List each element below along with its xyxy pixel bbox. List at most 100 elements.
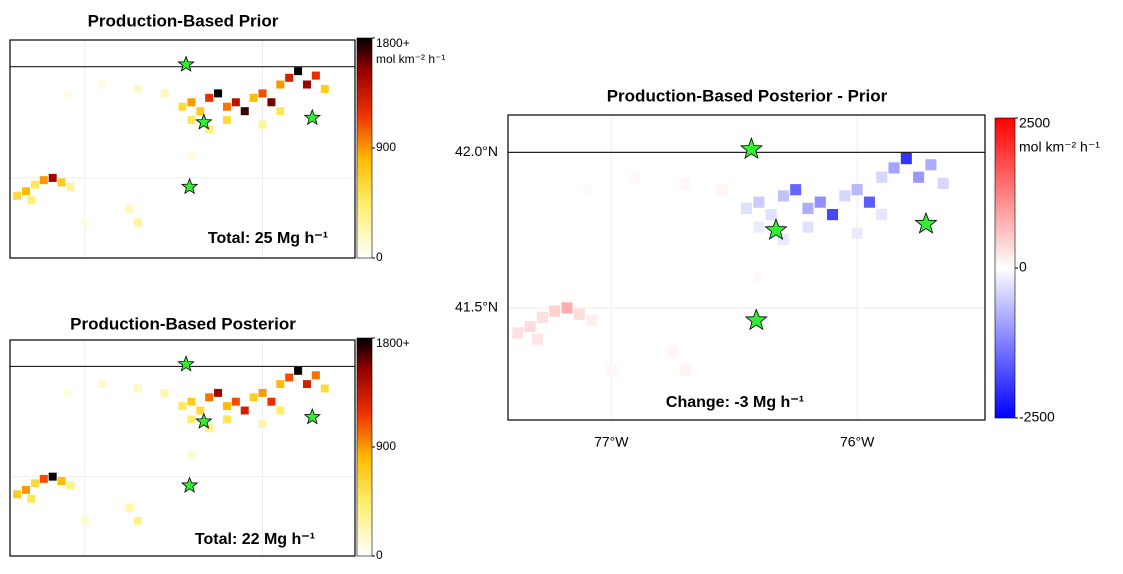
cell: [814, 196, 826, 208]
cell: [888, 162, 900, 174]
cell: [630, 171, 642, 183]
cell: [276, 80, 285, 89]
cell: [57, 477, 66, 486]
cell: [57, 178, 66, 187]
cell: [62, 388, 71, 397]
cell: [285, 373, 294, 382]
cell: [205, 393, 214, 402]
cell: [258, 89, 267, 98]
cell: [863, 196, 875, 208]
cell: [925, 159, 937, 171]
map-frame: [507, 114, 986, 421]
cell: [876, 208, 888, 221]
colorbar: [994, 117, 1016, 419]
cell: [27, 494, 36, 503]
cell: [716, 184, 728, 196]
cell: [214, 89, 223, 98]
cell: [66, 481, 75, 490]
cell: [876, 171, 888, 183]
colorbar-tick-label: 0: [376, 250, 383, 264]
cell: [196, 107, 205, 116]
cell: [205, 124, 214, 133]
cell: [851, 184, 863, 196]
cell: [790, 184, 802, 196]
y-tick-label: 41.5°N: [455, 299, 498, 315]
map-frame: [9, 39, 356, 259]
cell: [302, 80, 311, 89]
cell: [48, 472, 57, 481]
cell: [753, 271, 765, 283]
cell: [311, 71, 320, 80]
cell: [753, 221, 765, 233]
cell: [178, 402, 187, 411]
site-marker: [177, 55, 195, 72]
cell: [258, 419, 267, 428]
cell: [777, 190, 789, 202]
site-marker: [180, 177, 199, 195]
cell: [240, 406, 249, 415]
site-marker: [303, 108, 321, 126]
cell: [267, 98, 276, 107]
cell: [30, 180, 39, 189]
cell: [249, 393, 258, 402]
cell: [187, 98, 196, 107]
cell: [98, 380, 107, 389]
cell: [62, 89, 71, 98]
cell: [134, 516, 143, 525]
cell: [134, 218, 143, 227]
cell: [80, 218, 89, 227]
cell: [134, 84, 143, 93]
site-marker: [195, 113, 213, 130]
site-marker: [914, 211, 938, 234]
colorbar-tick-label: 900: [376, 439, 396, 453]
site-marker: [303, 407, 321, 425]
cell: [536, 311, 548, 323]
cell: [524, 321, 536, 333]
cell: [937, 177, 949, 190]
cell: [320, 84, 329, 93]
site-marker: [739, 137, 763, 160]
cell: [205, 93, 214, 102]
cell: [125, 503, 134, 512]
x-tick-label: 76°W: [840, 434, 875, 450]
cell: [276, 406, 285, 415]
colorbar-unit: mol km⁻² h⁻¹: [376, 52, 445, 66]
cell: [679, 177, 691, 190]
colorbar-tick-label: -2500: [1019, 409, 1055, 425]
cell: [573, 308, 585, 320]
cell: [160, 89, 169, 98]
cell: [98, 80, 107, 89]
cell: [13, 191, 22, 200]
map-frame: [9, 339, 356, 557]
cell: [549, 305, 561, 317]
cell: [581, 184, 593, 196]
cell: [740, 202, 753, 214]
cell: [258, 120, 267, 129]
site-marker: [195, 412, 213, 429]
cell: [187, 450, 196, 459]
cell: [667, 345, 679, 358]
cell: [586, 314, 598, 327]
colorbar-tick-label: 0: [1019, 259, 1027, 275]
cell: [605, 364, 617, 376]
cell: [802, 221, 814, 233]
colorbar-tick-label: 0: [376, 548, 383, 562]
cell: [276, 380, 285, 389]
cell: [231, 98, 240, 107]
cell: [39, 176, 48, 185]
colorbar: [356, 337, 373, 557]
cell: [679, 364, 691, 376]
cell: [187, 151, 196, 160]
cell: [302, 380, 311, 389]
site-marker: [764, 218, 788, 241]
cell: [240, 107, 249, 116]
cell: [913, 171, 925, 183]
x-tick-label: 77°W: [594, 434, 629, 450]
cell: [765, 208, 777, 221]
cell: [80, 516, 89, 525]
panel-title: Production-Based Posterior: [70, 314, 296, 333]
cell: [267, 397, 276, 406]
colorbar-unit: mol km⁻² h⁻¹: [1019, 139, 1100, 155]
cell: [22, 187, 31, 196]
